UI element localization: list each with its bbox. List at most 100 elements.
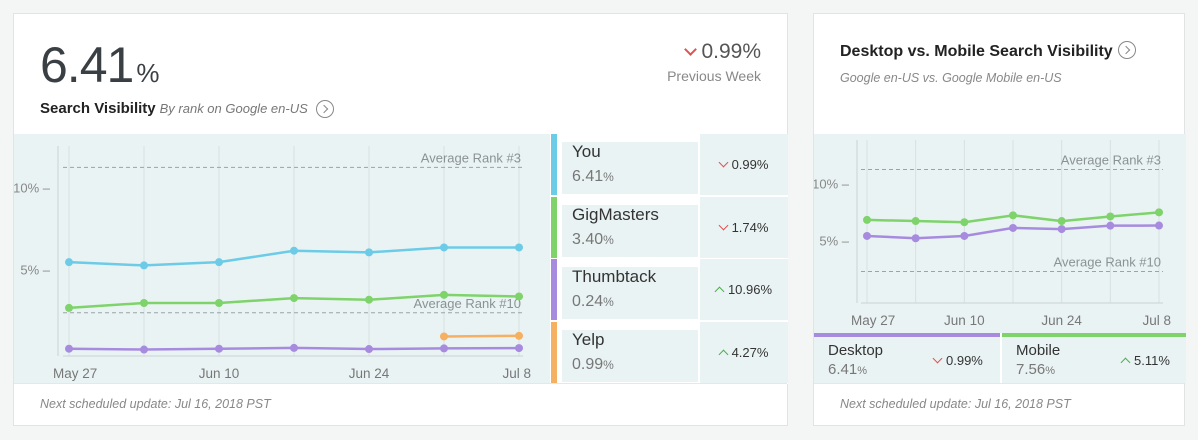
- x-tick-label: Jun 10: [944, 313, 985, 328]
- data-point: [65, 303, 73, 312]
- mobile-label: Mobile: [1016, 342, 1061, 359]
- legend-color-bar: [551, 134, 557, 195]
- data-point: [440, 290, 448, 299]
- data-point: [140, 261, 148, 270]
- previous-week-change: 0.99% Previous Week: [667, 40, 761, 84]
- legend-value: 0.24%: [572, 293, 614, 310]
- series-line: [443, 334, 520, 338]
- visibility-line-chart: 10% – 5% – May 27 Jun 10 Jun 24 Jul 8 Average …: [13, 146, 531, 381]
- legend-item[interactable]: Thumbtack 0.24% 10.96%: [551, 259, 788, 321]
- data-point: [65, 258, 73, 267]
- x-tick-label: Jun 24: [349, 366, 390, 381]
- data-point: [1057, 217, 1066, 226]
- mobile-value: 7.56%: [1016, 361, 1055, 378]
- data-point: [515, 243, 523, 252]
- y-tick-label: 5% –: [20, 262, 50, 277]
- x-tick-label: Jun 24: [1041, 313, 1082, 328]
- previous-week-label: Previous Week: [667, 68, 761, 84]
- chevron-right-icon[interactable]: [1117, 41, 1136, 59]
- data-point: [515, 292, 523, 301]
- search-visibility-card: 6.41% 0.99% Previous Week Search Visibil…: [13, 13, 788, 426]
- desktop-mobile-line-chart: 10% – 5% – May 27 Jun 10 Jun 24 Jul 8 Average …: [812, 140, 1171, 328]
- data-point: [290, 294, 298, 303]
- data-point: [365, 248, 373, 257]
- data-point: [1155, 208, 1163, 217]
- desktop-mobile-card: Desktop vs. Mobile Search Visibility Goo…: [812, 13, 1186, 426]
- legend-name: GigMasters 3.40%: [562, 204, 698, 257]
- data-point: [1106, 221, 1115, 230]
- data-point: [290, 343, 298, 352]
- reference-line-label: Average Rank #10: [1054, 254, 1161, 269]
- card-title: Desktop vs. Mobile Search Visibility: [840, 41, 1136, 61]
- up-arrow-icon: [1120, 357, 1131, 368]
- data-point: [140, 299, 148, 307]
- legend-item[interactable]: Yelp 0.99% 4.27%: [551, 321, 788, 384]
- legend-color-bar: [551, 321, 557, 383]
- desktop-value: 6.41%: [828, 361, 867, 378]
- legend-desktop[interactable]: Desktop 6.41% 0.99%: [814, 333, 1000, 383]
- legend-color-bar: [551, 259, 557, 320]
- data-point: [1009, 223, 1017, 232]
- data-point: [1155, 221, 1163, 230]
- down-arrow-icon: [932, 353, 943, 364]
- data-point: [365, 295, 373, 304]
- data-point: [863, 215, 871, 224]
- data-point: [1009, 211, 1017, 220]
- desktop-color-bar: [814, 333, 1000, 337]
- data-point: [140, 345, 148, 354]
- data-point: [215, 299, 223, 307]
- visibility-chart: 10% – 5% – May 27 Jun 10 Jun 24 Jul 8 Average …: [13, 134, 550, 384]
- visibility-value: 6.41%: [40, 37, 159, 93]
- data-point: [911, 234, 920, 243]
- chevron-right-icon[interactable]: [315, 100, 334, 119]
- legend-item[interactable]: GigMasters 3.40% 1.74%: [551, 196, 788, 259]
- competitor-legend: You 6.41% 0.99% GigMasters 3.40% 1.74% Thumbta…: [551, 134, 788, 384]
- legend-color-bar: [551, 196, 557, 258]
- legend-change: 0.99%: [700, 134, 788, 195]
- legend-item[interactable]: You 6.41% 0.99%: [551, 134, 788, 196]
- data-point: [440, 332, 448, 341]
- data-point: [863, 231, 871, 240]
- data-point: [440, 243, 448, 252]
- update-note: Next scheduled update: Jul 16, 2018 PST: [14, 383, 787, 425]
- mobile-color-bar: [1002, 333, 1186, 337]
- reference-line-label: Average Rank #3: [1061, 152, 1161, 167]
- desktop-mobile-chart: 10% – 5% – May 27 Jun 10 Jun 24 Jul 8 Average …: [812, 134, 1186, 333]
- legend-change: 4.27%: [700, 321, 788, 383]
- data-point: [515, 344, 523, 353]
- legend-mobile[interactable]: Mobile 7.56% 5.11%: [1002, 333, 1186, 383]
- data-point: [215, 344, 223, 353]
- data-point: [960, 218, 969, 227]
- mobile-change: 5.11%: [1120, 353, 1170, 368]
- x-tick-label: May 27: [53, 366, 97, 381]
- up-arrow-icon: [714, 286, 725, 297]
- down-arrow-icon: [718, 157, 729, 168]
- desktop-change: 0.99%: [932, 353, 983, 368]
- data-point: [215, 258, 223, 267]
- up-arrow-icon: [718, 349, 729, 359]
- legend-change: 1.74%: [700, 196, 788, 258]
- data-point: [365, 345, 373, 354]
- legend-name: Yelp 0.99%: [562, 329, 698, 382]
- legend-name: Thumbtack 0.24%: [562, 267, 698, 319]
- x-tick-label: Jul 8: [502, 366, 531, 381]
- legend-value: 3.40%: [572, 230, 614, 248]
- data-point: [960, 231, 969, 240]
- y-tick-label: 10% –: [814, 176, 850, 191]
- x-tick-label: Jul 8: [1142, 313, 1171, 328]
- data-point: [515, 331, 523, 340]
- data-point: [440, 344, 448, 353]
- down-arrow-icon: [718, 220, 729, 230]
- card-subtitle: Google en-US vs. Google Mobile en-US: [840, 71, 1062, 85]
- data-point: [65, 344, 73, 353]
- data-point: [290, 246, 298, 255]
- down-arrow-icon: [684, 43, 698, 56]
- data-point: [1106, 212, 1115, 221]
- data-point: [1057, 225, 1066, 234]
- desktop-label: Desktop: [828, 342, 884, 359]
- update-note: Next scheduled update: Jul 16, 2018 PST: [814, 383, 1184, 425]
- card-title: Search Visibility By rank on Google en-US: [40, 100, 334, 119]
- legend-name: You 6.41%: [562, 142, 698, 194]
- y-tick-label: 10% –: [14, 181, 51, 196]
- reference-line-label: Average Rank #10: [414, 296, 521, 311]
